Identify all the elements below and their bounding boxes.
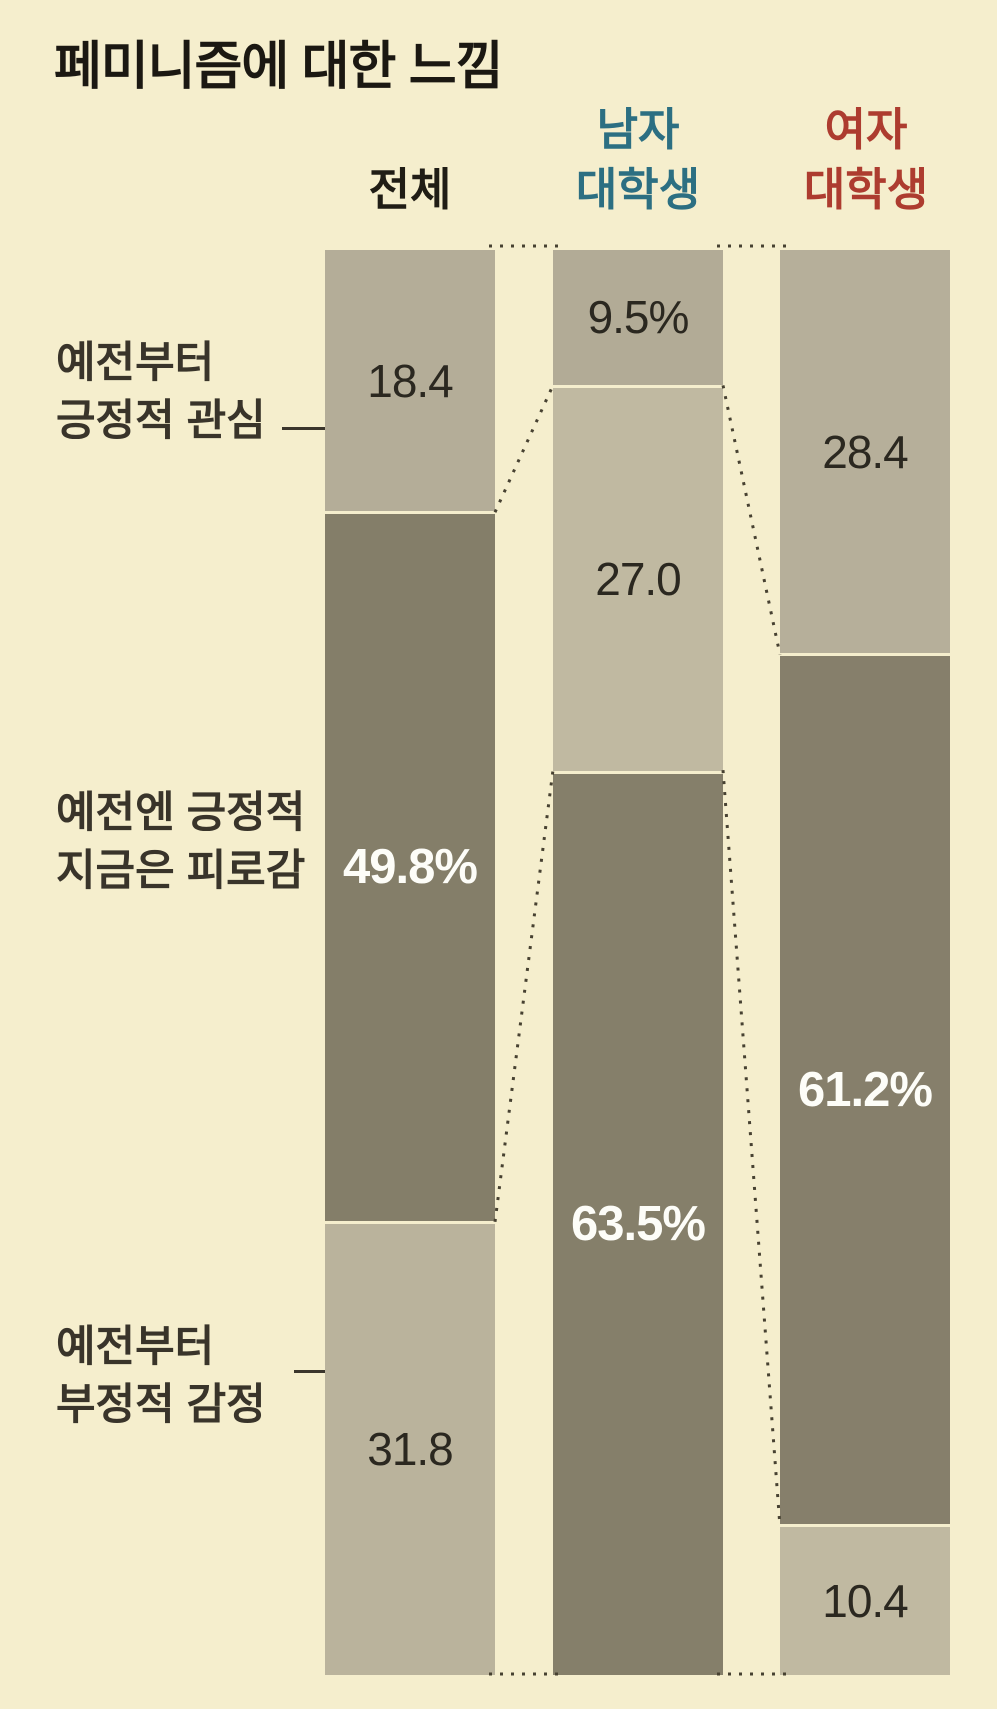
dashed-connector-line	[493, 769, 555, 1223]
leader-line-positive-interest	[282, 427, 325, 430]
dashed-connector-line	[721, 770, 782, 1527]
dashed-connector-line	[493, 384, 555, 513]
bar-segment: 31.8	[325, 1223, 495, 1675]
column-header-female: 여자 대학생	[736, 100, 996, 220]
segment-value-label: 28.4	[822, 425, 909, 478]
column-header-female-line2: 대학생	[803, 164, 929, 215]
row-label-negative-feelings: 예전부터 부정적 감정	[56, 1318, 266, 1434]
bar-segment: 27.0	[553, 387, 723, 771]
segment-value-label: 61.2%	[798, 1063, 933, 1118]
bar-female-students: 28.4 61.2% 10.4	[780, 250, 950, 1675]
bar-segment: 28.4	[780, 250, 950, 653]
column-header-female-line1: 여자	[824, 104, 908, 155]
column-header-total-line1: 전체	[368, 164, 452, 215]
column-header-male: 남자 대학생	[508, 100, 768, 220]
row-label-fatigue-now-line2: 지금은 피로감	[56, 847, 306, 895]
bar-segment: 10.4	[780, 1527, 950, 1675]
segment-value-label: 63.5%	[571, 1197, 706, 1252]
row-label-positive-interest-line1: 예전부터	[56, 339, 215, 387]
column-header-male-line1: 남자	[596, 104, 680, 155]
row-label-positive-interest: 예전부터 긍정적 관심	[56, 334, 266, 450]
row-label-fatigue-now-line1: 예전엔 긍정적	[56, 789, 306, 837]
row-label-positive-interest-line2: 긍정적 관심	[56, 397, 266, 445]
row-label-negative-feelings-line1: 예전부터	[56, 1323, 215, 1371]
column-header-male-line2: 대학생	[575, 164, 701, 215]
segment-value-label: 10.4	[822, 1575, 909, 1628]
row-label-fatigue-now: 예전엔 긍정적 지금은 피로감	[56, 784, 305, 900]
bar-male-students: 9.5% 27.0 63.5%	[553, 250, 723, 1675]
bar-total: 18.4 49.8% 31.8	[325, 250, 495, 1675]
segment-value-label: 9.5%	[587, 291, 690, 344]
bar-segment: 61.2%	[780, 656, 950, 1525]
bar-segment: 49.8%	[325, 514, 495, 1221]
row-label-negative-feelings-line2: 부정적 감정	[56, 1381, 266, 1429]
chart-title: 페미니즘에 대한 느낌	[54, 38, 503, 96]
segment-value-label: 49.8%	[343, 840, 478, 895]
leader-line-negative-feelings	[294, 1370, 325, 1373]
segment-value-label: 31.8	[367, 1423, 454, 1476]
dashed-connector-line	[721, 385, 782, 656]
segment-value-label: 18.4	[367, 354, 454, 407]
column-header-total: 전체	[280, 160, 540, 220]
bar-segment: 63.5%	[553, 773, 723, 1675]
bar-segment: 18.4	[325, 250, 495, 512]
bar-segment: 9.5%	[553, 250, 723, 385]
segment-value-label: 27.0	[595, 553, 682, 606]
